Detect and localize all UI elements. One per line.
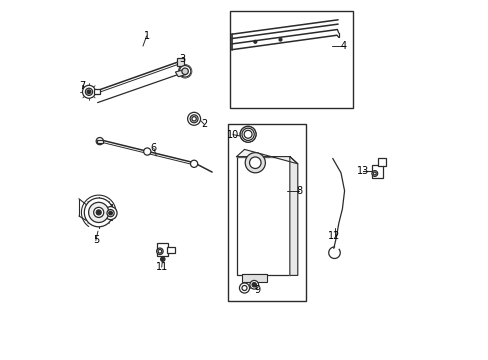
Text: 7: 7 — [79, 81, 85, 91]
Bar — [241, 274, 266, 282]
Text: 8: 8 — [296, 186, 302, 196]
Circle shape — [240, 126, 256, 142]
Circle shape — [239, 283, 249, 293]
Bar — [97, 140, 102, 143]
Text: 4: 4 — [340, 41, 346, 51]
Bar — [86, 204, 112, 220]
Text: 12: 12 — [327, 231, 340, 241]
Circle shape — [158, 249, 162, 253]
Polygon shape — [175, 70, 186, 77]
Circle shape — [107, 210, 114, 217]
Polygon shape — [289, 157, 297, 275]
Circle shape — [249, 157, 261, 168]
Bar — [94, 89, 100, 94]
Text: 9: 9 — [254, 285, 260, 295]
Circle shape — [96, 138, 103, 145]
Circle shape — [251, 283, 256, 287]
Circle shape — [160, 257, 164, 261]
Bar — [236, 157, 289, 275]
Bar — [228, 124, 305, 301]
Text: 2: 2 — [201, 119, 207, 129]
Circle shape — [143, 148, 151, 155]
Text: 13: 13 — [356, 166, 368, 176]
Text: 11: 11 — [155, 262, 167, 272]
Circle shape — [249, 280, 258, 289]
Circle shape — [190, 160, 197, 167]
Circle shape — [373, 172, 375, 175]
Text: 10: 10 — [226, 130, 239, 140]
Circle shape — [82, 85, 95, 98]
Bar — [177, 58, 184, 66]
Circle shape — [242, 285, 246, 291]
Circle shape — [104, 207, 117, 220]
Circle shape — [253, 40, 256, 43]
Circle shape — [94, 207, 103, 217]
Circle shape — [84, 198, 113, 227]
Circle shape — [242, 129, 253, 140]
Circle shape — [187, 112, 200, 125]
Circle shape — [88, 202, 108, 222]
Text: 1: 1 — [143, 31, 149, 41]
Circle shape — [108, 211, 112, 215]
Circle shape — [182, 68, 188, 75]
Circle shape — [85, 88, 92, 95]
Bar — [230, 11, 352, 108]
Bar — [157, 243, 168, 256]
Circle shape — [87, 90, 91, 94]
Circle shape — [192, 117, 196, 121]
Bar — [167, 247, 174, 253]
Text: 6: 6 — [150, 143, 157, 153]
Circle shape — [244, 130, 251, 138]
Circle shape — [96, 210, 101, 215]
Circle shape — [156, 248, 163, 255]
Bar — [371, 165, 382, 178]
Circle shape — [371, 171, 377, 176]
Text: 5: 5 — [93, 235, 99, 246]
Polygon shape — [236, 149, 297, 164]
Circle shape — [240, 126, 256, 142]
Text: 3: 3 — [179, 54, 185, 64]
Circle shape — [244, 153, 265, 173]
Circle shape — [179, 66, 190, 77]
Circle shape — [242, 128, 254, 140]
Bar — [377, 158, 385, 166]
Circle shape — [279, 38, 282, 41]
Circle shape — [190, 115, 198, 123]
